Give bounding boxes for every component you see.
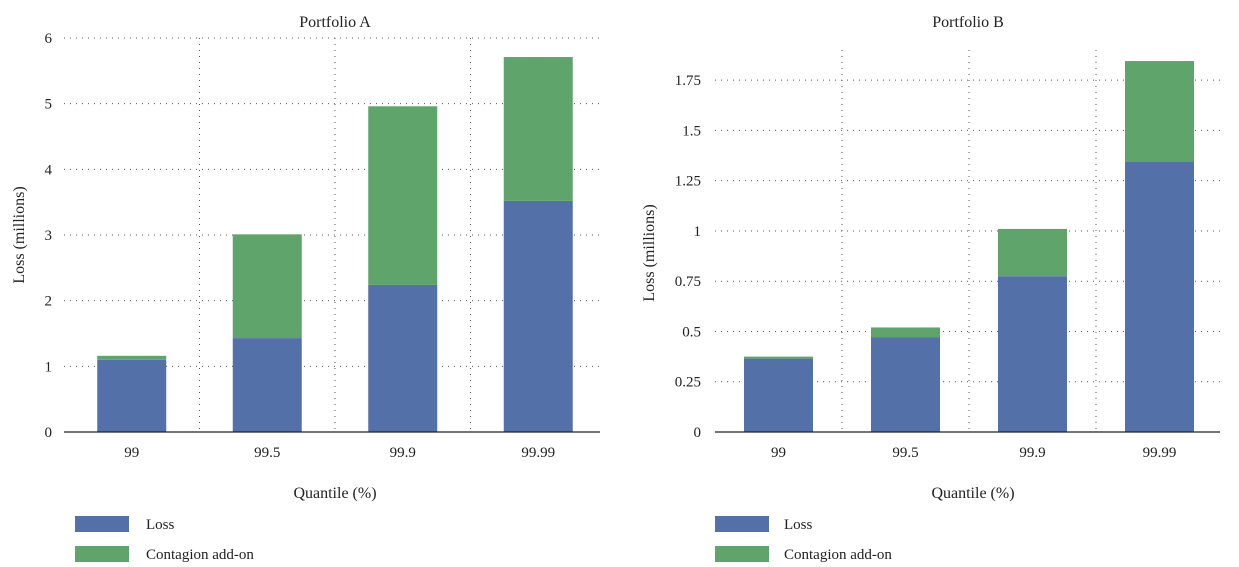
legend: Loss Contagion add-on [715, 516, 892, 563]
chart-title: Portfolio B [932, 14, 1004, 31]
x-tick-label: 99 [124, 445, 139, 461]
x-axis-label: Quantile (%) [293, 485, 376, 502]
x-tick-label: 99.5 [254, 445, 280, 461]
legend-label-loss: Loss [784, 517, 813, 533]
bar-loss-99.99 [503, 200, 573, 432]
x-tick-label: 99.9 [390, 445, 416, 461]
y-axis-label: Loss (millions) [11, 186, 28, 283]
bar-loss-99.5 [871, 337, 940, 432]
y-tick-label: 0 [45, 425, 53, 441]
y-tick-label: 1.75 [675, 73, 701, 89]
x-axis-label: Quantile (%) [931, 485, 1014, 502]
legend-swatch-loss [715, 516, 769, 532]
bar-contagion-addon-99.9 [998, 228, 1067, 277]
chart-title: Portfolio A [299, 14, 371, 31]
bar-contagion-addon-99.99 [1125, 61, 1194, 162]
bar-contagion-addon-99.5 [871, 327, 940, 338]
bar-contagion-addon-99 [744, 356, 813, 359]
portfolio-b-chart: Portfolio B Loss (millions) Quantile (%)… [641, 14, 1220, 563]
y-axis-label: Loss (millions) [641, 204, 658, 301]
legend-label-contagion: Contagion add-on [784, 547, 892, 563]
bar-contagion-addon-99 [97, 355, 167, 360]
bar-contagion-addon-99.99 [503, 57, 573, 201]
y-tick-label: 6 [45, 31, 53, 47]
bar-loss-99.9 [998, 276, 1067, 432]
legend-swatch-loss [75, 516, 129, 532]
bar-loss-99 [97, 359, 167, 432]
bar-loss-99.5 [232, 338, 302, 432]
y-tick-label: 0.25 [675, 375, 701, 391]
y-tick-label: 3 [45, 228, 53, 244]
bar-contagion-addon-99.9 [368, 106, 438, 285]
x-tick-label: 99.99 [1143, 445, 1177, 461]
x-tick-label: 99.9 [1019, 445, 1045, 461]
legend-label-contagion: Contagion add-on [146, 547, 254, 563]
y-tick-label: 4 [45, 162, 53, 178]
y-tick-label: 1.5 [682, 123, 701, 139]
bar-loss-99.99 [1125, 161, 1194, 432]
bar-loss-99 [744, 358, 813, 432]
legend-swatch-contagion [715, 546, 769, 562]
y-tick-label: 0 [694, 425, 702, 441]
y-tick-label: 2 [45, 294, 53, 310]
y-tick-label: 1 [694, 224, 702, 240]
bar-contagion-addon-99.5 [232, 234, 302, 339]
legend: Loss Contagion add-on [75, 516, 254, 563]
y-tick-label: 1.25 [675, 174, 701, 190]
x-tick-label: 99.5 [892, 445, 918, 461]
y-tick-label: 1 [45, 359, 53, 375]
bar-loss-99.9 [368, 284, 438, 432]
legend-swatch-contagion [75, 546, 129, 562]
y-tick-label: 0.75 [675, 274, 701, 290]
y-tick-label: 5 [45, 97, 53, 113]
legend-label-loss: Loss [146, 517, 175, 533]
portfolio-a-chart: Portfolio A Loss (millions) Quantile (%)… [11, 14, 600, 563]
y-tick-label: 0.5 [682, 324, 701, 340]
x-tick-label: 99 [771, 445, 786, 461]
x-tick-label: 99.99 [521, 445, 555, 461]
